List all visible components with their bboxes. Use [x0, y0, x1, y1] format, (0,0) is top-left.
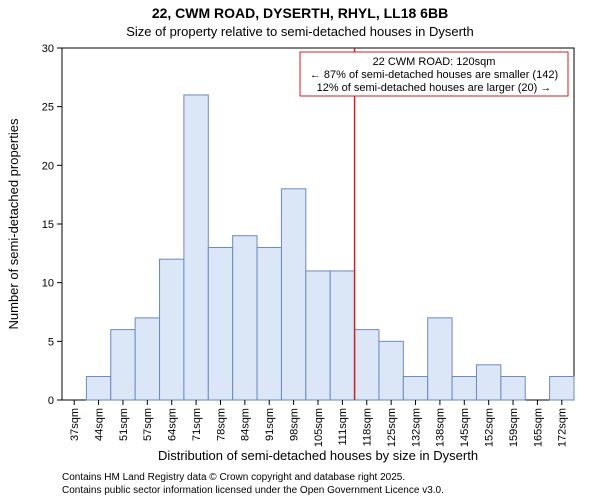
x-axis-label: Distribution of semi-detached houses by …: [158, 448, 478, 463]
x-tick-label: 145sqm: [459, 408, 471, 447]
x-tick-label: 37sqm: [69, 408, 81, 441]
x-tick-label: 44sqm: [93, 408, 105, 441]
y-tick-label: 30: [42, 43, 54, 55]
y-tick-label: 25: [42, 102, 54, 114]
y-tick-label: 20: [42, 160, 54, 172]
callout-line3: 12% of semi-detached houses are larger (…: [317, 82, 552, 94]
histogram-bar: [379, 341, 403, 400]
histogram-bar: [550, 377, 574, 400]
x-tick-label: 78sqm: [215, 408, 227, 441]
histogram-bar: [135, 318, 159, 400]
x-tick-label: 125sqm: [386, 408, 398, 447]
histogram-bar: [476, 365, 500, 400]
y-tick-label: 10: [42, 278, 54, 290]
x-tick-label: 64sqm: [167, 408, 179, 441]
y-tick-label: 0: [48, 395, 54, 407]
x-tick-label: 71sqm: [191, 408, 203, 441]
histogram-bar: [501, 377, 525, 400]
x-tick-label: 165sqm: [532, 408, 544, 447]
x-tick-label: 84sqm: [240, 408, 252, 441]
histogram-bar: [403, 377, 427, 400]
x-tick-label: 172sqm: [557, 408, 569, 447]
histogram-bar: [330, 271, 354, 400]
histogram-bar: [306, 271, 330, 400]
histogram-bar: [184, 95, 208, 400]
histogram-bar: [86, 377, 110, 400]
histogram-bar: [111, 330, 135, 400]
chart-title-line2: Size of property relative to semi-detach…: [126, 24, 474, 39]
x-tick-label: 51sqm: [118, 408, 130, 441]
footnote-line1: Contains HM Land Registry data © Crown c…: [62, 472, 405, 483]
x-tick-label: 105sqm: [313, 408, 325, 447]
histogram-bar: [355, 330, 379, 400]
histogram-bar: [208, 247, 232, 400]
x-tick-label: 159sqm: [508, 408, 520, 447]
x-tick-label: 138sqm: [435, 408, 447, 447]
histogram-svg: 22, CWM ROAD, DYSERTH, RHYL, LL18 6BB Siz…: [0, 0, 600, 500]
x-tick-label: 111sqm: [337, 408, 349, 446]
callout-line1: 22 CWM ROAD: 120sqm: [373, 56, 496, 68]
histogram-bar: [281, 189, 305, 400]
footnote-line2: Contains public sector information licen…: [62, 485, 444, 496]
x-tick-label: 152sqm: [484, 408, 496, 447]
y-axis-label: Number of semi-detached properties: [6, 118, 21, 329]
y-tick-label: 5: [48, 336, 54, 348]
x-tick-label: 91sqm: [264, 408, 276, 441]
y-tick-label: 15: [42, 219, 54, 231]
histogram-bar: [233, 236, 257, 400]
callout-line2: ← 87% of semi-detached houses are smalle…: [310, 69, 558, 81]
histogram-bar: [428, 318, 452, 400]
histogram-bar: [452, 377, 476, 400]
x-tick-label: 132sqm: [410, 408, 422, 447]
histogram-bar: [160, 259, 184, 400]
chart-container: 22, CWM ROAD, DYSERTH, RHYL, LL18 6BB Siz…: [0, 0, 600, 500]
x-tick-label: 98sqm: [288, 408, 300, 441]
x-tick-label: 57sqm: [142, 408, 154, 441]
histogram-bar: [257, 247, 281, 400]
x-tick-label: 118sqm: [362, 408, 374, 446]
chart-title-line1: 22, CWM ROAD, DYSERTH, RHYL, LL18 6BB: [152, 5, 448, 21]
